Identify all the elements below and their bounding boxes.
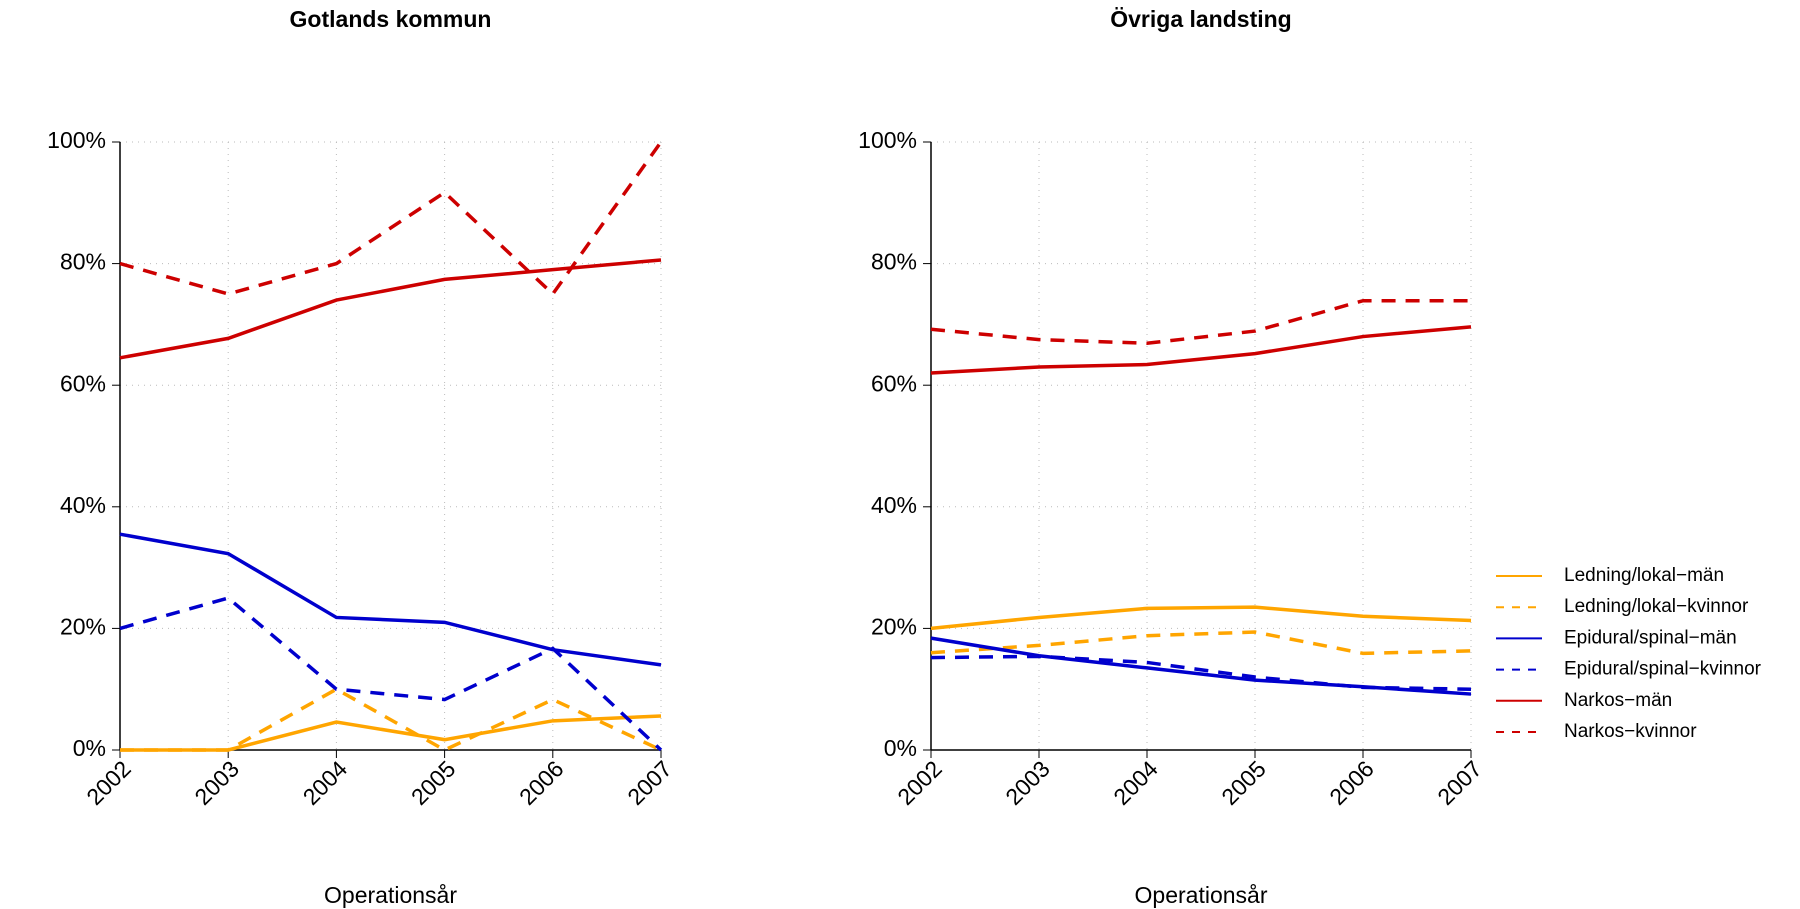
legend-label: Narkos−män bbox=[1564, 690, 1672, 711]
series-line bbox=[930, 630, 1472, 656]
x-tick-label: 2005 bbox=[1216, 755, 1271, 810]
y-tick-label: 20% bbox=[60, 613, 106, 639]
series-line bbox=[119, 532, 662, 667]
series-line bbox=[930, 325, 1472, 375]
y-tick-label: 100% bbox=[47, 127, 106, 153]
x-tick-label: 2002 bbox=[81, 755, 136, 810]
legend-label: Epidural/spinal−kvinnor bbox=[1564, 659, 1762, 680]
legend-label: Ledning/lokal−män bbox=[1564, 565, 1724, 586]
y-tick-label: 60% bbox=[871, 370, 917, 396]
legend-label: Narkos−kvinnor bbox=[1564, 721, 1697, 742]
series-line bbox=[119, 596, 663, 752]
y-tick-label: 0% bbox=[884, 735, 917, 761]
chart-title: Gotlands kommun bbox=[290, 6, 492, 32]
y-tick-label: 0% bbox=[73, 735, 106, 761]
series-line bbox=[930, 605, 1472, 631]
legend-label: Epidural/spinal−män bbox=[1564, 627, 1737, 648]
x-tick-label: 2002 bbox=[892, 755, 947, 810]
x-tick-label: 2007 bbox=[1432, 755, 1487, 810]
y-tick-label: 100% bbox=[858, 127, 917, 153]
series-line bbox=[930, 298, 1471, 346]
y-tick-label: 20% bbox=[871, 613, 917, 639]
series-line bbox=[930, 654, 1472, 691]
y-tick-label: 80% bbox=[871, 249, 917, 275]
series-line bbox=[120, 714, 662, 752]
x-tick-label: 2003 bbox=[189, 755, 244, 810]
series-line bbox=[119, 258, 662, 360]
series-line bbox=[930, 636, 1472, 696]
x-tick-label: 2006 bbox=[514, 755, 569, 810]
y-tick-label: 60% bbox=[60, 370, 106, 396]
x-tick-label: 2004 bbox=[298, 755, 353, 810]
x-tick-label: 2003 bbox=[1000, 755, 1055, 810]
series-line bbox=[120, 687, 662, 752]
x-tick-label: 2004 bbox=[1108, 755, 1163, 810]
legend-label: Ledning/lokal−kvinnor bbox=[1564, 596, 1749, 617]
x-axis-label: Operationsår bbox=[1135, 882, 1268, 908]
x-tick-label: 2007 bbox=[622, 755, 677, 810]
x-axis-label: Operationsår bbox=[324, 882, 457, 908]
y-tick-label: 80% bbox=[60, 249, 106, 275]
chart-title: Övriga landsting bbox=[1110, 6, 1291, 32]
y-tick-label: 40% bbox=[60, 492, 106, 518]
series-line bbox=[119, 140, 663, 297]
y-tick-label: 40% bbox=[871, 492, 917, 518]
x-tick-label: 2005 bbox=[406, 755, 461, 810]
x-tick-label: 2006 bbox=[1324, 755, 1379, 810]
